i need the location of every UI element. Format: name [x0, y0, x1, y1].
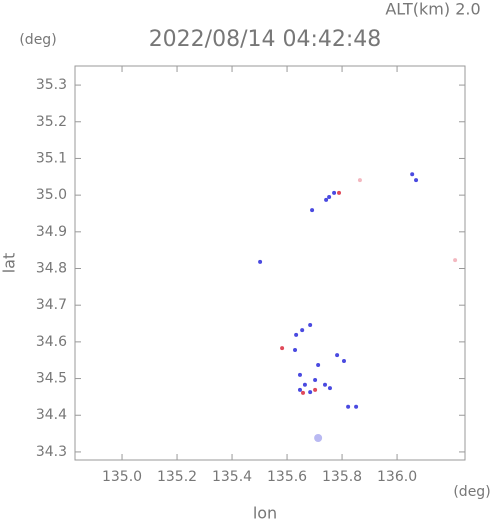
y-tick-label: 34.5 — [36, 371, 67, 387]
echo-point — [308, 390, 313, 395]
echo-point — [327, 386, 332, 391]
echo-point — [327, 194, 332, 199]
y-tick-label: 34.3 — [36, 444, 67, 460]
echo-point — [414, 178, 419, 183]
echo-point — [297, 387, 302, 392]
x-tick-label: 135.2 — [157, 469, 197, 485]
echo-point — [453, 258, 458, 263]
echo-point — [324, 197, 329, 202]
y-tick-label: 34.9 — [36, 224, 67, 240]
x-tick-label: 135.4 — [212, 469, 252, 485]
echo-point — [314, 433, 323, 442]
x-axis-label: lon — [253, 504, 277, 521]
echo-point — [332, 190, 337, 195]
y-tick-label: 35.1 — [36, 150, 67, 166]
echo-point — [310, 208, 315, 213]
x-tick-label: 135.6 — [267, 469, 307, 485]
x-tick-label: 136.0 — [377, 469, 417, 485]
y-unit: (deg) — [19, 32, 56, 48]
y-tick-label: 35.0 — [36, 187, 67, 203]
echo-point — [346, 404, 351, 409]
echo-point — [335, 353, 340, 358]
echo-point — [410, 172, 415, 177]
echo-point — [301, 390, 306, 395]
echo-point — [316, 362, 321, 367]
echo-point — [302, 382, 307, 387]
subtitle: ALT(km) 2.0 — [385, 0, 480, 19]
echo-point — [357, 178, 362, 183]
echo-point — [313, 387, 318, 392]
echo-point — [293, 347, 298, 352]
echo-point — [341, 358, 346, 363]
echo-point — [280, 346, 285, 351]
x-tick-label: 135.8 — [322, 469, 362, 485]
y-tick-label: 34.8 — [36, 261, 67, 277]
echo-point — [354, 404, 359, 409]
chart-title: 2022/08/14 04:42:48 — [149, 27, 382, 52]
y-tick-label: 34.6 — [36, 334, 67, 350]
y-tick-label: 35.2 — [36, 114, 67, 130]
echo-point — [297, 372, 302, 377]
echo-point — [337, 190, 342, 195]
y-tick-label: 34.4 — [36, 407, 67, 423]
echo-point — [258, 259, 263, 264]
echo-point — [313, 378, 318, 383]
echo-point — [308, 322, 313, 327]
y-tick-label: 35.3 — [36, 77, 67, 93]
plot-frame — [74, 65, 466, 461]
x-unit: (deg) — [453, 484, 490, 500]
echo-point — [323, 382, 328, 387]
echo-point — [294, 332, 299, 337]
x-tick-label: 135.0 — [102, 469, 142, 485]
y-axis-label: lat — [0, 253, 19, 274]
echo-point — [300, 328, 305, 333]
y-tick-label: 34.7 — [36, 297, 67, 313]
